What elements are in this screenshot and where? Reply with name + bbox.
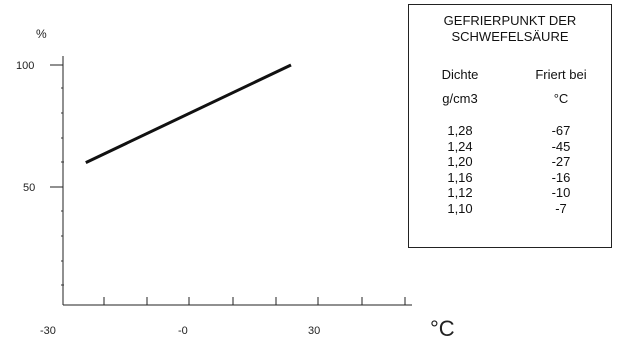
density-cell: 1,10 (447, 200, 473, 216)
x-unit-label: °C (430, 316, 455, 340)
freeze-cell: -67 (551, 123, 571, 138)
table-title-line-1: GEFRIERPUNKT DER (443, 13, 577, 28)
density-cell: 1,12 (447, 185, 473, 200)
density-cell: 1,16 (447, 169, 473, 185)
density-unit-header: g/cm3 (442, 91, 478, 106)
x-ticks (103, 297, 406, 305)
x-tick-label-0: -0 (178, 325, 188, 337)
x-tick-label-minus30: -30 (40, 325, 56, 337)
freeze-cell: -7 (555, 200, 567, 216)
density-cell: 1,20 (447, 154, 473, 169)
freeze-cell: -16 (551, 169, 571, 185)
table-title: GEFRIERPUNKT DER SCHWEFELSÄURE (409, 13, 611, 45)
x-tick-label-30: 30 (308, 325, 320, 337)
table-title-line-2: SCHWEFELSÄURE (451, 29, 569, 44)
freeze-cell: -27 (551, 154, 571, 169)
freezing-point-table: GEFRIERPUNKT DER SCHWEFELSÄURE Dichte g/… (408, 4, 612, 248)
freeze-header: Friert bei (535, 67, 587, 82)
y-tick-label-50: 50 (23, 182, 35, 194)
series-line (85, 63, 292, 164)
density-cell: 1,28 (447, 123, 473, 138)
density-header: Dichte (441, 67, 479, 82)
freeze-unit-header: °C (553, 91, 569, 106)
y-tick-label-100: 100 (16, 60, 34, 72)
freeze-cell: -10 (551, 185, 571, 200)
y-minor-ticks (61, 87, 64, 286)
density-cell: 1,24 (447, 138, 473, 154)
y-unit-label: % (36, 27, 47, 41)
freeze-cell: -45 (551, 138, 571, 154)
